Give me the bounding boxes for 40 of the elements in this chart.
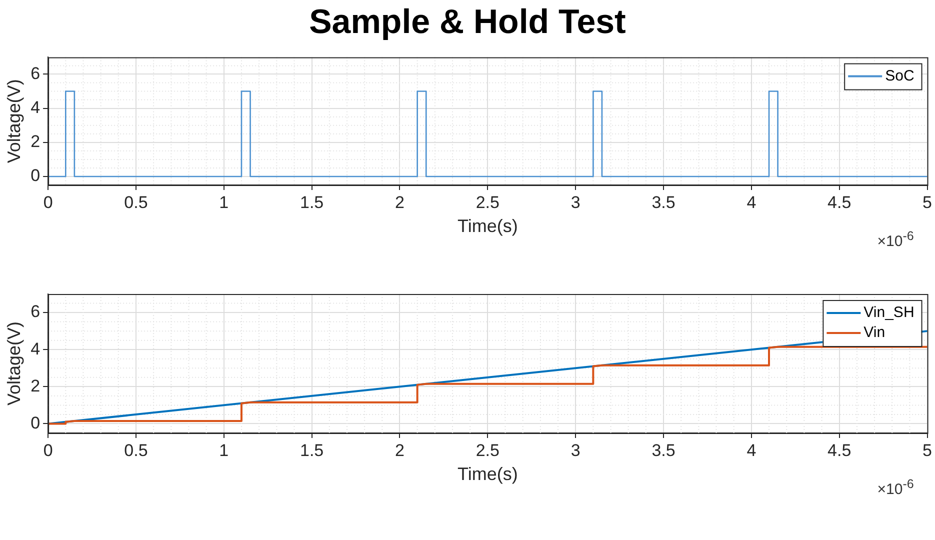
y-tick-label: 4	[30, 339, 40, 358]
chart-title: Sample & Hold Test	[308, 2, 627, 43]
legend-label: SoC	[885, 67, 914, 84]
y-tick-label: 2	[30, 376, 40, 396]
x-tick-label: 0	[43, 192, 53, 212]
x-tick-label: 3.5	[652, 440, 676, 460]
x-tick-label: 2	[395, 440, 404, 460]
x-tick-label: 3.5	[652, 192, 676, 212]
text: ×10$^{-6}$	[877, 229, 914, 250]
y-tick-label: 6	[30, 64, 40, 83]
y-tick-label: 0	[30, 413, 40, 432]
legend-label: Vin	[864, 324, 886, 342]
x-tick-label: 1	[219, 192, 229, 212]
x-tick-label: 0	[43, 440, 53, 460]
x-tick-label: 2.5	[476, 440, 500, 460]
x-axis-title: Time(s)	[458, 464, 518, 484]
x-tick-label: 4.5	[828, 440, 852, 460]
x-tick-label: 3	[570, 440, 580, 460]
x-tick-label: 5	[922, 192, 932, 212]
y-tick-label: 4	[30, 98, 40, 118]
x-tick-label: 0.5	[124, 192, 148, 212]
x-tick-label: 1.5	[300, 440, 324, 460]
y-tick-label: 0	[30, 166, 40, 186]
y-tick-label: 6	[30, 302, 40, 322]
x-tick-label: 1	[219, 440, 229, 460]
x-tick-label: 2	[395, 192, 404, 212]
y-axis-title: Voltage(V)	[4, 321, 24, 406]
x-tick-label: 2.5	[476, 192, 500, 212]
y-tick-label: 2	[30, 132, 40, 152]
x-tick-label: 0.5	[124, 440, 148, 460]
x-tick-label: 4	[746, 440, 756, 460]
x-tick-label: 1.5	[300, 192, 324, 212]
legend-label: Vin_SH	[864, 304, 914, 322]
x-tick-label: 4.5	[828, 192, 852, 212]
x-axis-title: Time(s)	[458, 216, 518, 236]
x-tick-label: 4	[746, 192, 756, 212]
text: ×10$^{-6}$	[877, 477, 914, 498]
y-axis-title: Voltage(V)	[4, 79, 24, 164]
x-tick-label: 3	[570, 192, 580, 212]
x-tick-label: 5	[922, 440, 932, 460]
